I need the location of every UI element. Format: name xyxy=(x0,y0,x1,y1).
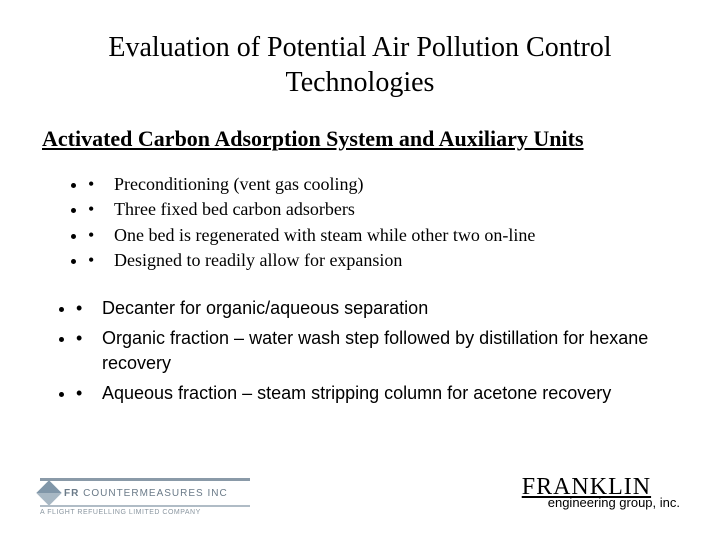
list-item: Aqueous fraction – steam stripping colum… xyxy=(76,381,672,405)
diamond-icon xyxy=(36,480,61,505)
slide: Evaluation of Potential Air Pollution Co… xyxy=(0,0,720,540)
bullet-group-2: Decanter for organic/aqueous separation … xyxy=(76,296,672,405)
franklin-sub: engineering group, inc. xyxy=(548,495,680,510)
list-item: Designed to readily allow for expansion xyxy=(88,248,672,272)
list-item: Preconditioning (vent gas cooling) xyxy=(88,172,672,196)
brand-row: FR COUNTERMEASURES INC xyxy=(40,484,250,502)
franklin-logo: FRANKLIN xyxy=(522,477,680,497)
slide-title: Evaluation of Potential Air Pollution Co… xyxy=(48,30,672,100)
list-item: Decanter for organic/aqueous separation xyxy=(76,296,672,320)
logo-right: FRANKLIN engineering group, inc. xyxy=(522,477,680,510)
footer: FR COUNTERMEASURES INC A FLIGHT REFUELLI… xyxy=(0,460,720,516)
logo-left: FR COUNTERMEASURES INC A FLIGHT REFUELLI… xyxy=(40,478,250,516)
list-item: One bed is regenerated with steam while … xyxy=(88,223,672,247)
divider xyxy=(40,478,250,481)
slide-subtitle: Activated Carbon Adsorption System and A… xyxy=(42,126,672,152)
list-item: Organic fraction – water wash step follo… xyxy=(76,326,672,375)
brand-text: FR COUNTERMEASURES INC xyxy=(64,488,228,499)
bullet-group-1: Preconditioning (vent gas cooling) Three… xyxy=(88,172,672,272)
list-item: Three fixed bed carbon adsorbers xyxy=(88,197,672,221)
brand-bold: FR xyxy=(64,488,79,499)
divider xyxy=(40,505,250,507)
brand-subtext: A FLIGHT REFUELLING LIMITED COMPANY xyxy=(40,509,250,516)
brand-rest: COUNTERMEASURES INC xyxy=(79,488,227,499)
